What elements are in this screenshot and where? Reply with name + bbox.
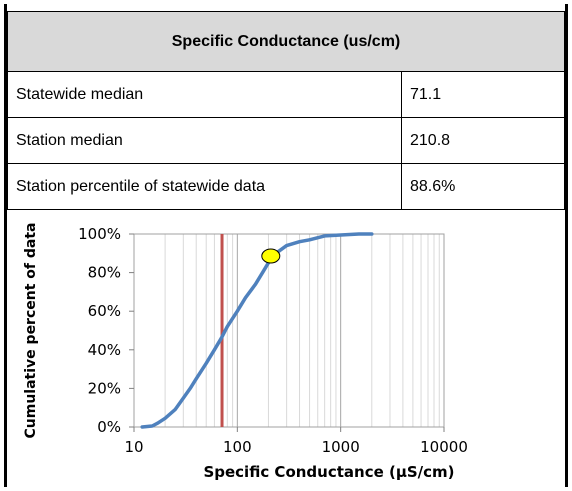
x-tick-label: 10000 [420,438,468,456]
table-row: Statewide median 71.1 [7,71,565,118]
x-axis-ticks: 10 100 1000 10000 [124,427,468,456]
chart-svg: 0% 20% 40% 60% 80% 100% 10 100 1000 10000 Cumula… [23,223,468,481]
x-tick-label: 100 [223,438,252,456]
row-value-station-percentile: 88.6% [401,163,565,210]
plot-area [133,233,445,428]
cumulative-distribution-chart: 0% 20% 40% 60% 80% 100% 10 100 1000 10000 Cumula… [7,215,565,485]
x-tick-label: 1000 [322,438,360,456]
y-tick-label: 60% [88,302,121,320]
y-tick-label: 40% [88,341,121,359]
series-line [140,232,374,429]
frame-border [4,4,568,487]
x-axis-label: Specific Conductance (µS/cm) [203,463,454,481]
table-row: Station percentile of statewide data 88.… [7,163,565,210]
table-row: Station median 210.8 [7,117,565,164]
row-label-station-median: Station median [7,117,402,164]
table-header-row: Specific Conductance (us/cm) [7,11,565,72]
y-tick-label: 20% [88,379,121,397]
y-axis-label: Cumulative percent of data [23,223,39,439]
row-value-statewide-median: 71.1 [401,71,565,118]
y-tick-label: 100% [78,225,121,243]
station-median-marker [261,248,281,264]
table-title: Specific Conductance (us/cm) [7,11,565,72]
grid-major [133,234,445,427]
y-tick-label: 80% [88,264,121,282]
grid-minor [164,234,440,427]
y-axis-ticks: 0% 20% 40% 60% 80% 100% [78,225,134,436]
x-tick-label: 10 [124,438,143,456]
row-label-statewide-median: Statewide median [7,71,402,118]
row-value-station-median: 210.8 [401,117,565,164]
stats-table: Specific Conductance (us/cm) Statewide m… [7,11,565,210]
row-label-station-percentile: Station percentile of statewide data [7,163,402,210]
y-tick-label: 0% [97,418,121,436]
